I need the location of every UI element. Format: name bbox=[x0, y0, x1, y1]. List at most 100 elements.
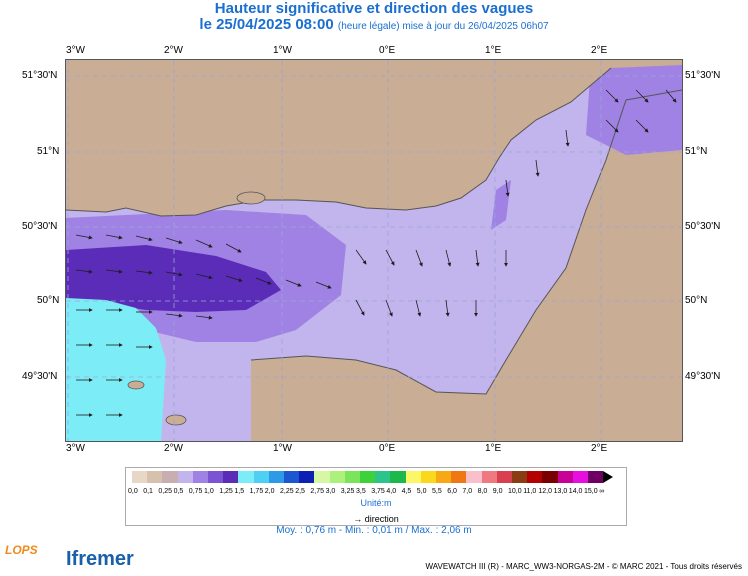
lon-label-top: 2°W bbox=[164, 45, 183, 56]
lon-label-top: 3°W bbox=[66, 45, 85, 56]
wave-arrow bbox=[135, 235, 153, 242]
wave-arrow bbox=[255, 277, 272, 285]
legend-swatch bbox=[481, 471, 497, 483]
graticule bbox=[66, 60, 682, 441]
wave-arrow bbox=[135, 270, 153, 275]
legend-unit: Unité:m bbox=[360, 498, 392, 508]
color-legend: 0,0 0,1 0,25 0,5 0,75 1,0 1,25 1,5 1,75 2,0 2,25 2,… bbox=[125, 467, 627, 526]
legend-label: 2,5 bbox=[295, 488, 305, 495]
legend-swatch bbox=[177, 471, 193, 483]
wave-arrow bbox=[315, 281, 332, 289]
lon-label-top: 1°E bbox=[485, 45, 502, 56]
legend-label: 2,0 bbox=[264, 488, 275, 495]
wave-arrow bbox=[165, 237, 183, 244]
date-line: le 25/04/2025 08:00 (heure légale) mise … bbox=[0, 16, 748, 33]
wave-arrow bbox=[445, 299, 450, 317]
legend-swatch bbox=[496, 471, 512, 483]
legend-label: 1,0 bbox=[204, 488, 214, 495]
legend-swatch bbox=[360, 471, 376, 483]
channel-island bbox=[165, 414, 187, 426]
legend-label: 10,0 bbox=[508, 488, 522, 495]
stats-line: Moy. : 0,76 m - Min. : 0,01 m / Max. : 2… bbox=[276, 525, 472, 536]
legend-swatch bbox=[512, 471, 528, 483]
direction-label: direction bbox=[364, 514, 399, 524]
wave-arrow bbox=[195, 273, 213, 280]
wave-arrow bbox=[285, 279, 302, 287]
legend-label: 9,0 bbox=[492, 488, 503, 495]
wave-arrow bbox=[415, 299, 422, 317]
wave-arrow bbox=[535, 159, 540, 177]
lon-label-bottom: 1°W bbox=[273, 443, 292, 454]
coastline-france bbox=[250, 89, 682, 395]
legend-swatch bbox=[132, 471, 148, 483]
legend-label: ∞ bbox=[599, 488, 605, 495]
sea-region-patch bbox=[491, 180, 511, 230]
update-note: (heure légale) mise à jour du 26/04/2025… bbox=[337, 21, 549, 32]
lat-label-right: 51°30'N bbox=[685, 70, 721, 81]
legend-label: 5,0 bbox=[416, 488, 427, 495]
wave-arrow bbox=[605, 119, 619, 133]
legend-swatch bbox=[436, 471, 452, 483]
legend-label: 8,0 bbox=[477, 488, 488, 495]
wave-arrow bbox=[385, 299, 393, 317]
legend-swatch bbox=[284, 471, 300, 483]
footer-credits: WAVEWATCH III (R) - MARC_WW3-NORGAS-2M -… bbox=[425, 562, 742, 571]
sea-region-ne bbox=[586, 65, 682, 155]
wave-arrow bbox=[565, 129, 570, 147]
lon-label-top: 1°W bbox=[273, 45, 292, 56]
direction-arrows bbox=[75, 89, 677, 417]
legend-swatch bbox=[588, 471, 604, 483]
legend-label: 7,0 bbox=[462, 488, 473, 495]
wave-arrow bbox=[195, 315, 213, 320]
lat-label-left: 51°N bbox=[37, 146, 60, 157]
legend-swatch bbox=[192, 471, 208, 483]
lat-label-left: 51°30'N bbox=[22, 70, 58, 81]
legend-label: 0,1 bbox=[143, 488, 153, 495]
legend-swatch bbox=[299, 471, 315, 483]
map-svg bbox=[66, 60, 682, 441]
legend-label: 1,5 bbox=[234, 488, 245, 495]
sea-region-dark bbox=[66, 245, 281, 312]
sea-region-cyan bbox=[66, 298, 166, 441]
legend-end-arrow bbox=[603, 471, 614, 483]
wave-arrow bbox=[505, 179, 510, 197]
legend-label: 3,25 bbox=[340, 488, 355, 495]
legend-label: 5,5 bbox=[432, 488, 442, 495]
legend-swatch bbox=[466, 471, 482, 483]
legend-swatch bbox=[314, 471, 330, 483]
legend-swatch bbox=[329, 471, 345, 483]
legend-label: 11,0 bbox=[523, 488, 537, 495]
legend-label: 6,0 bbox=[447, 488, 457, 495]
lon-label-bottom: 1°E bbox=[485, 443, 502, 454]
lon-label-bottom: 2°W bbox=[164, 443, 183, 454]
wave-arrow bbox=[165, 313, 183, 318]
lon-label-bottom: 3°W bbox=[66, 443, 85, 454]
wave-arrow bbox=[195, 239, 213, 248]
legend-swatch bbox=[542, 471, 558, 483]
lops-logo: LOPS bbox=[5, 543, 38, 557]
lat-label-left: 50°N bbox=[37, 295, 60, 306]
chart-title: Hauteur significative et direction des v… bbox=[214, 0, 534, 17]
legend-label: 0,0 bbox=[128, 488, 138, 495]
isle-of-wight bbox=[236, 191, 266, 205]
lat-label-right: 51°N bbox=[685, 146, 708, 157]
legend-label: 14,0 bbox=[568, 488, 583, 495]
wave-arrow bbox=[475, 249, 480, 267]
legend-label: 1,25 bbox=[219, 488, 233, 495]
legend-swatch bbox=[557, 471, 573, 483]
legend-swatch bbox=[147, 471, 163, 483]
legend-swatch bbox=[344, 471, 360, 483]
wave-arrow bbox=[445, 249, 452, 267]
lat-label-right: 49°30'N bbox=[685, 371, 721, 382]
lon-label-top: 2°E bbox=[591, 45, 608, 56]
wave-arrow bbox=[635, 119, 649, 133]
legend-label: 2,25 bbox=[280, 488, 294, 495]
wave-map[interactable] bbox=[65, 59, 683, 442]
legend-label: 1,75 bbox=[249, 488, 264, 495]
legend-swatch bbox=[268, 471, 284, 483]
wave-arrow bbox=[635, 89, 649, 103]
legend-label: 15,0 bbox=[584, 488, 598, 495]
wave-arrow bbox=[165, 271, 183, 277]
legend-swatch bbox=[390, 471, 406, 483]
wave-arrow bbox=[355, 249, 367, 265]
